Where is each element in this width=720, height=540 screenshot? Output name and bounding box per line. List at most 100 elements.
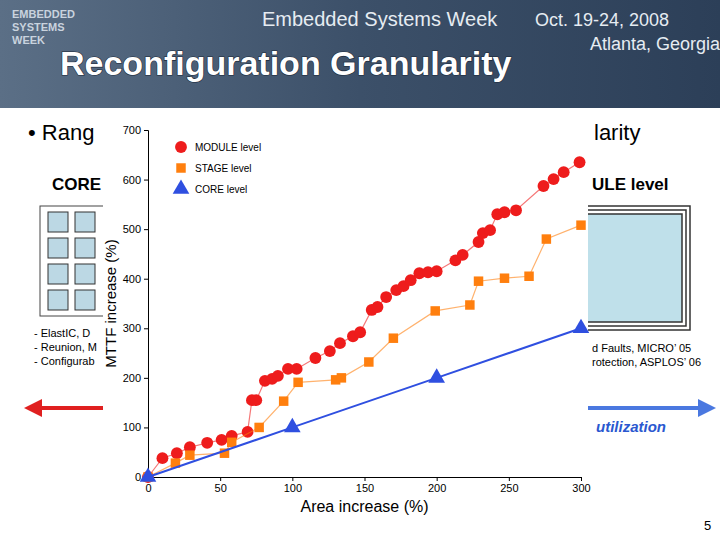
y-tick-label: 700	[123, 124, 141, 136]
y-tick-mark	[144, 328, 148, 329]
chart-background	[103, 118, 588, 522]
data-point	[524, 271, 533, 280]
data-point	[279, 396, 288, 405]
chart: 0 50 100 150 200 250 3000 100 200 300 400 500 600 700…	[102, 118, 591, 522]
data-point	[428, 368, 445, 382]
x-axis-line	[149, 478, 582, 482]
data-point	[558, 166, 570, 178]
y-tick-mark	[144, 180, 148, 181]
legend-label: MODULE level	[195, 142, 261, 153]
data-point	[372, 301, 384, 313]
x-axis-title: Area increase (%)	[300, 498, 428, 515]
y-axis: 0100200300400500600700	[123, 124, 149, 483]
data-point	[250, 394, 262, 406]
data-point	[364, 357, 373, 366]
data-point	[574, 156, 586, 168]
data-point	[484, 224, 496, 236]
bullet-text: • Rang	[28, 120, 94, 145]
data-point	[510, 204, 522, 216]
y-tick-label: 500	[123, 223, 141, 235]
data-point	[576, 220, 585, 229]
x-tick: 100	[284, 477, 302, 494]
event-name: Embedded Systems Week	[262, 8, 498, 30]
series-line	[148, 225, 581, 477]
x-tick-label: 50	[215, 482, 227, 494]
x-tick-label: 0	[145, 482, 151, 494]
x-tick-label: 300	[572, 482, 590, 494]
x-tick: 200	[428, 477, 446, 494]
logo-text: WEEK	[12, 34, 45, 46]
data-point	[380, 291, 392, 303]
data-point	[573, 319, 589, 333]
x-tick-mark	[220, 477, 221, 481]
legend-marker	[173, 179, 190, 193]
data-point	[334, 337, 346, 349]
icon-cell	[75, 212, 95, 232]
series-line	[148, 328, 581, 477]
reference: - Reunion, M	[34, 341, 97, 353]
arrow-left	[40, 406, 105, 410]
data-point	[254, 423, 263, 432]
y-tick: 600	[123, 174, 148, 186]
header-band	[0, 0, 720, 108]
y-tick-label: 600	[123, 174, 141, 186]
data-point	[171, 447, 183, 459]
x-tick-label: 250	[500, 482, 518, 494]
x-tick: 50	[215, 477, 227, 494]
x-tick: 150	[356, 477, 374, 494]
legend-marker	[176, 163, 185, 172]
module-label: ULE level	[592, 175, 669, 194]
page-number: 5	[704, 518, 711, 533]
x-tick-mark	[365, 477, 366, 481]
y-tick: 500	[123, 223, 148, 235]
y-tick-mark	[144, 229, 148, 230]
y-axis-title: MTTF increase (%)	[102, 239, 119, 367]
data-point	[457, 249, 469, 261]
reference: - ElastIC, D	[34, 327, 90, 339]
data-point	[185, 450, 194, 459]
data-point	[216, 434, 228, 446]
data-point	[284, 418, 301, 432]
x-tick-mark	[581, 477, 582, 481]
core-grid-icon	[40, 206, 104, 316]
event-place: Atlanta, Georgia	[590, 34, 720, 54]
y-tick: 400	[123, 273, 148, 285]
data-point	[310, 352, 322, 364]
data-point	[272, 370, 284, 382]
icon-cell	[48, 212, 68, 232]
data-point	[430, 306, 439, 315]
data-point	[542, 234, 551, 243]
icon-cell	[48, 238, 68, 258]
logo-text: SYSTEMS	[12, 21, 65, 33]
y-axis-line	[144, 131, 149, 478]
data-point	[337, 373, 346, 382]
arrow-head	[24, 399, 42, 417]
x-tick-mark	[509, 477, 510, 481]
x-tick: 250	[500, 477, 518, 494]
y-tick-mark	[144, 427, 148, 428]
y-tick: 700	[123, 124, 148, 136]
data-point	[293, 378, 302, 387]
data-point	[474, 276, 483, 285]
x-tick: 300	[572, 477, 590, 494]
x-axis: 0 50 100 150 200 250 300	[145, 477, 590, 494]
y-tick: 200	[123, 372, 148, 384]
data-point	[499, 206, 511, 218]
event-dates: Oct. 19-24, 2008	[535, 10, 669, 30]
icon-cell	[48, 290, 68, 310]
reference: - Configurab	[34, 355, 95, 367]
icon-cell	[48, 264, 68, 284]
data-point	[324, 345, 336, 357]
data-point	[157, 452, 169, 464]
data-point	[201, 437, 213, 449]
data-point	[227, 438, 236, 447]
reference: rotection, ASPLOS’ 06	[592, 356, 701, 368]
x-tick-label: 100	[284, 482, 302, 494]
data-point	[500, 273, 509, 282]
core-label: CORE	[52, 175, 101, 194]
legend-marker	[175, 141, 187, 153]
x-tick-label: 200	[428, 482, 446, 494]
data-point	[140, 467, 156, 481]
y-tick-label: 300	[123, 322, 141, 334]
icon-cell	[75, 264, 95, 284]
